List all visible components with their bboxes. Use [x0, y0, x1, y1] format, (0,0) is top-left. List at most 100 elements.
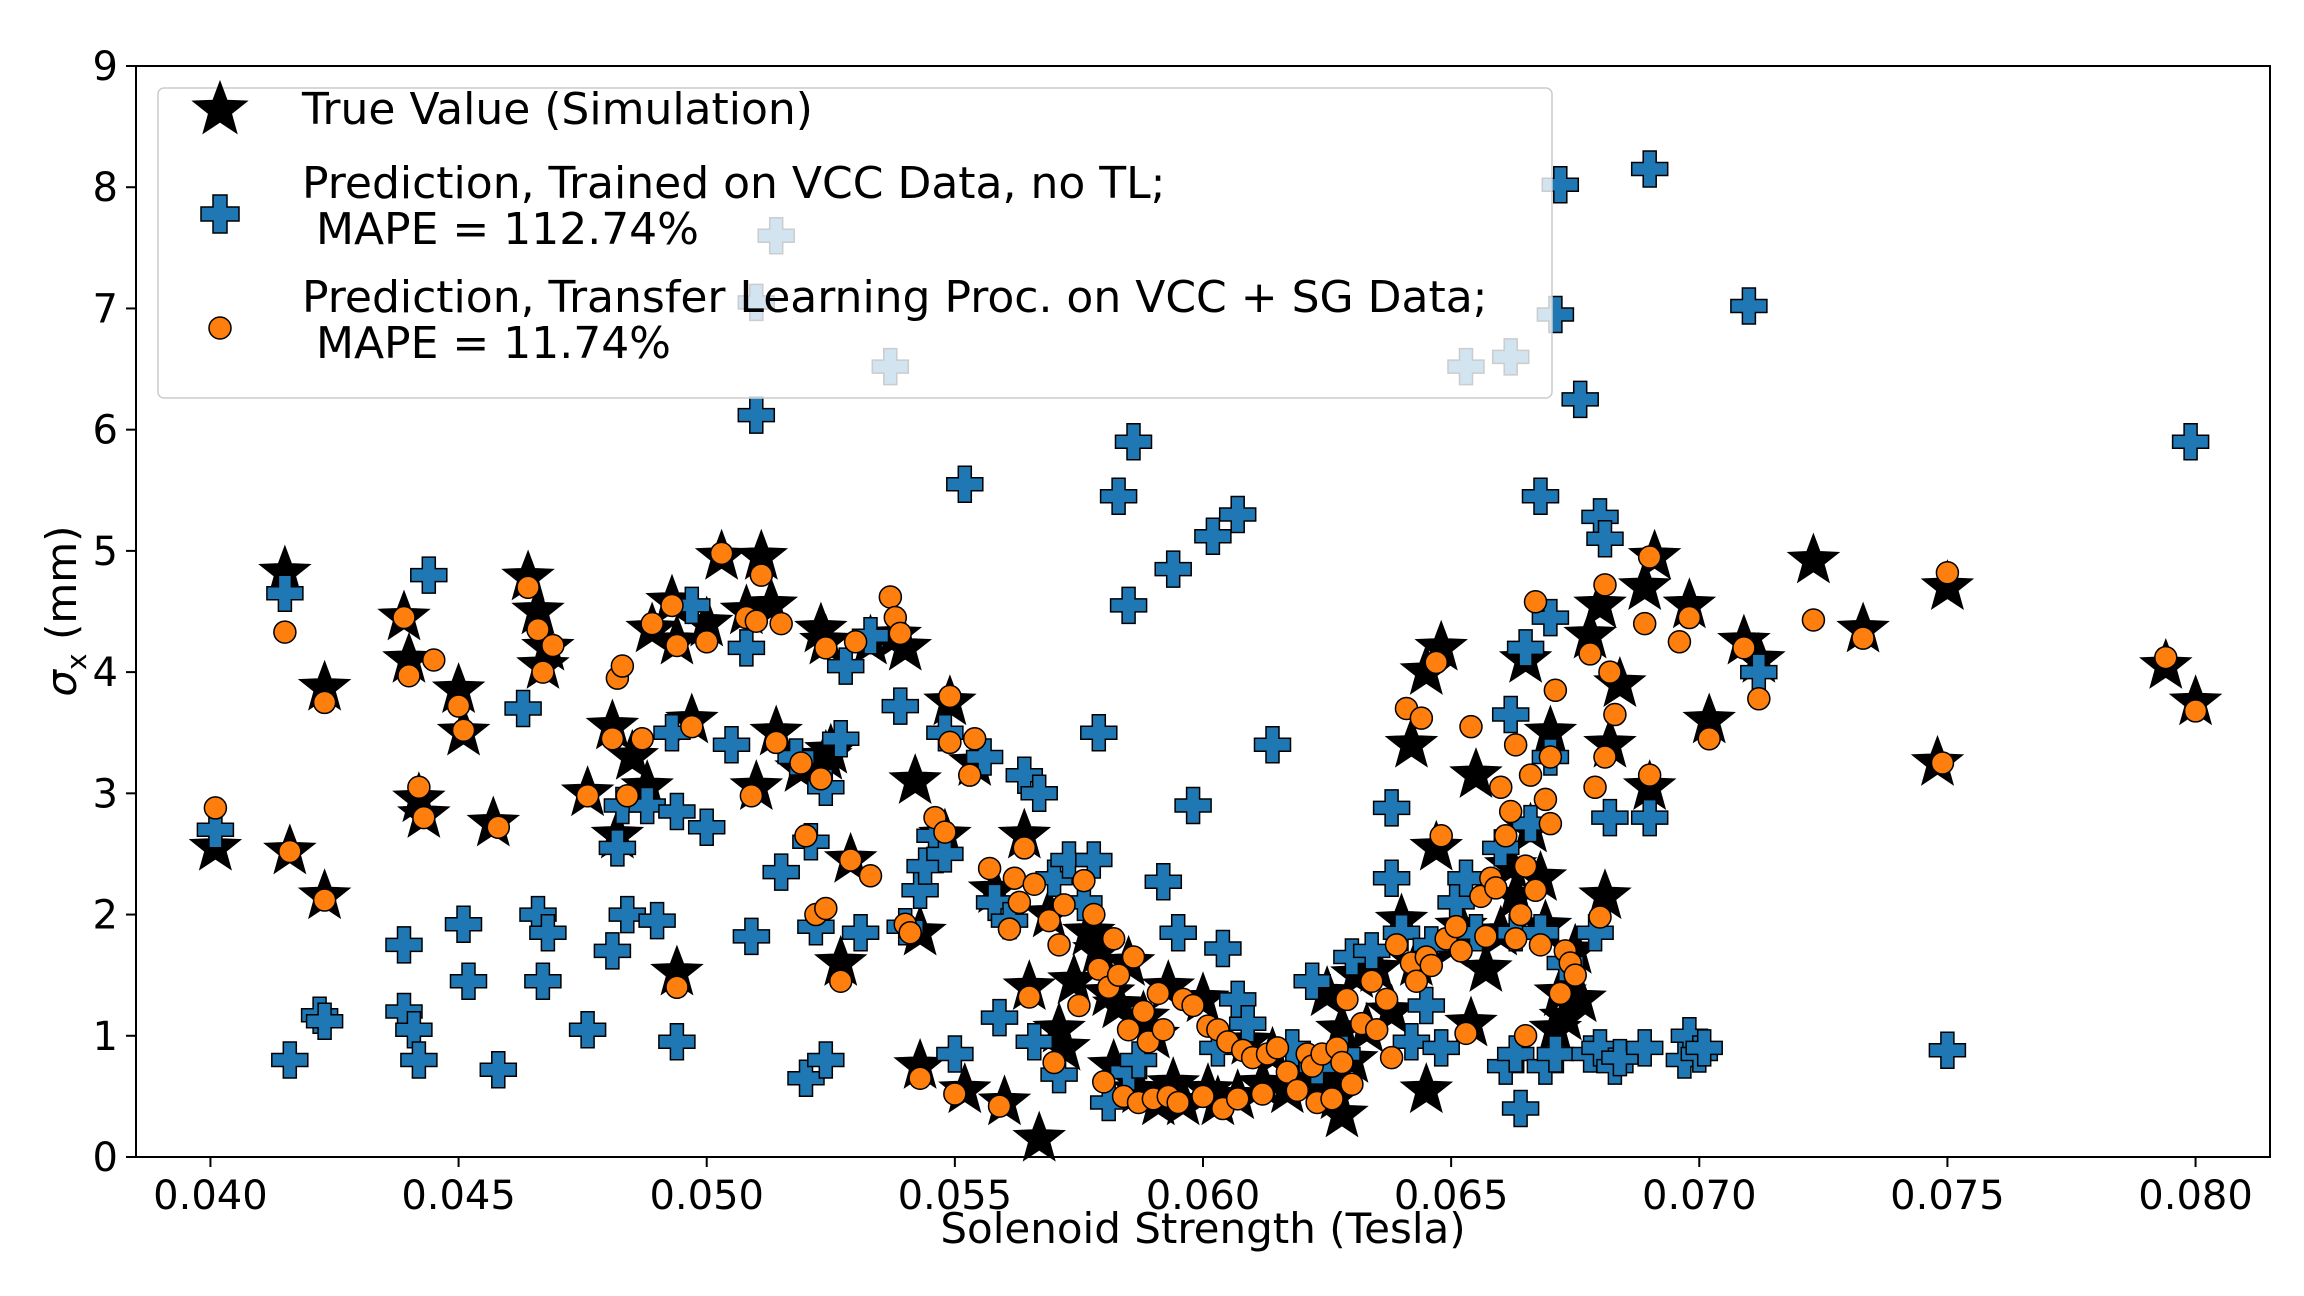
y-tick-label: 3	[93, 771, 118, 817]
point-tl	[451, 718, 476, 743]
point-tl	[203, 796, 228, 820]
point-tl	[422, 648, 446, 672]
point-tl	[407, 775, 431, 800]
point-tl	[1191, 1084, 1215, 1109]
point-tl	[1523, 878, 1548, 903]
point-no_tl	[1144, 863, 1183, 901]
point-tl	[516, 575, 540, 600]
point-tl	[908, 1066, 932, 1090]
point-tl	[1166, 1090, 1190, 1115]
point-no_tl	[1352, 932, 1391, 970]
y-tick-label: 0	[93, 1135, 118, 1181]
y-tick-label: 8	[93, 165, 118, 211]
point-tl	[1513, 1024, 1538, 1048]
legend-frame	[157, 87, 1553, 399]
point-tl	[531, 660, 555, 684]
legend-label: MAPE = 11.74%	[302, 318, 671, 369]
point-tl	[739, 784, 764, 808]
x-tick-label: 0.080	[2138, 1173, 2253, 1219]
point-no_tl	[1382, 913, 1421, 952]
legend-marker-true	[191, 79, 249, 135]
point-no_tl	[1040, 1055, 1078, 1094]
x-tick-label: 0.060	[1146, 1173, 1261, 1219]
point-tl	[1732, 636, 1756, 660]
point-no_tl	[1015, 1023, 1054, 1061]
point-no_tl	[444, 905, 483, 944]
point-no_tl	[1536, 1035, 1575, 1073]
point-true	[1617, 559, 1672, 611]
point-tl	[1250, 1082, 1275, 1106]
point-tl	[1935, 560, 1960, 585]
point-tl	[660, 593, 684, 618]
y-tick-label: 7	[93, 286, 118, 332]
point-true	[888, 753, 942, 804]
point-true	[1012, 1110, 1067, 1162]
point-tl	[615, 784, 640, 808]
point-no_tl	[568, 1010, 607, 1049]
point-tl	[600, 727, 625, 751]
point-tl	[987, 1094, 1012, 1118]
point-tl	[1508, 902, 1533, 927]
point-no_tl	[638, 901, 676, 940]
point-tl	[1449, 939, 1473, 963]
point-tl	[1528, 933, 1553, 957]
x-tick-label: 0.050	[649, 1173, 764, 1219]
point-tl	[1106, 963, 1131, 987]
y-axis-label-unit: (mm)	[37, 525, 86, 653]
point-tl	[749, 563, 774, 587]
legend-label: Prediction, Transfer Learning Proc. on V…	[302, 272, 1488, 323]
point-no_tl	[1591, 798, 1629, 837]
point-tl	[977, 856, 1002, 881]
point-no_tl	[687, 808, 726, 847]
point-tl	[1265, 1036, 1290, 1060]
point-no_tl	[1496, 1035, 1535, 1073]
point-tl	[412, 805, 436, 830]
point-tl	[1419, 953, 1444, 978]
point-tl	[2183, 699, 2208, 723]
point-tl	[1409, 706, 1434, 730]
point-tl	[1082, 902, 1106, 927]
point-no_tl	[1730, 287, 1768, 325]
point-tl	[938, 684, 962, 709]
point-tl	[630, 727, 654, 751]
x-tick-label: 0.055	[898, 1173, 1013, 1219]
point-tl	[446, 694, 471, 718]
point-tl	[1275, 1060, 1300, 1084]
y-tick-label: 5	[93, 529, 118, 575]
y-tick-label: 1	[93, 1014, 118, 1060]
point-no_tl	[271, 1041, 309, 1079]
point-tl	[1538, 811, 1563, 836]
point-tl	[898, 920, 922, 945]
point-tl	[1518, 763, 1543, 787]
point-no_tl	[1630, 798, 1669, 837]
point-tl	[1374, 987, 1399, 1012]
point-tl	[1459, 714, 1483, 739]
x-tick-label: 0.045	[401, 1173, 516, 1219]
point-true	[1786, 532, 1841, 584]
point-tl	[526, 617, 550, 642]
point-tl	[789, 751, 813, 775]
y-tick-label: 6	[93, 408, 118, 454]
point-no_tl	[1099, 477, 1138, 516]
point-true	[1384, 716, 1439, 768]
point-tl	[1930, 751, 1955, 775]
y-tick-label: 4	[93, 650, 118, 696]
point-true	[1920, 559, 1975, 611]
point-tl	[1498, 799, 1523, 824]
legend-label: Prediction, Trained on VCC Data, no TL;	[302, 158, 1165, 209]
point-no_tl	[821, 720, 860, 758]
point-tl	[1603, 702, 1627, 727]
point-no_tl	[980, 998, 1019, 1037]
point-tl	[397, 663, 421, 688]
point-tl	[1022, 872, 1047, 896]
point-no_tl	[1501, 1089, 1540, 1128]
point-no_tl	[1293, 962, 1331, 1000]
point-tl	[1225, 1087, 1250, 1111]
point-tl	[1047, 933, 1071, 957]
point-no_tl	[1407, 986, 1446, 1025]
point-no_tl	[946, 465, 984, 503]
point-no_tl	[504, 689, 542, 728]
point-no_tl	[712, 726, 751, 764]
point-tl	[1667, 630, 1692, 654]
point-no_tl	[1228, 1004, 1267, 1043]
